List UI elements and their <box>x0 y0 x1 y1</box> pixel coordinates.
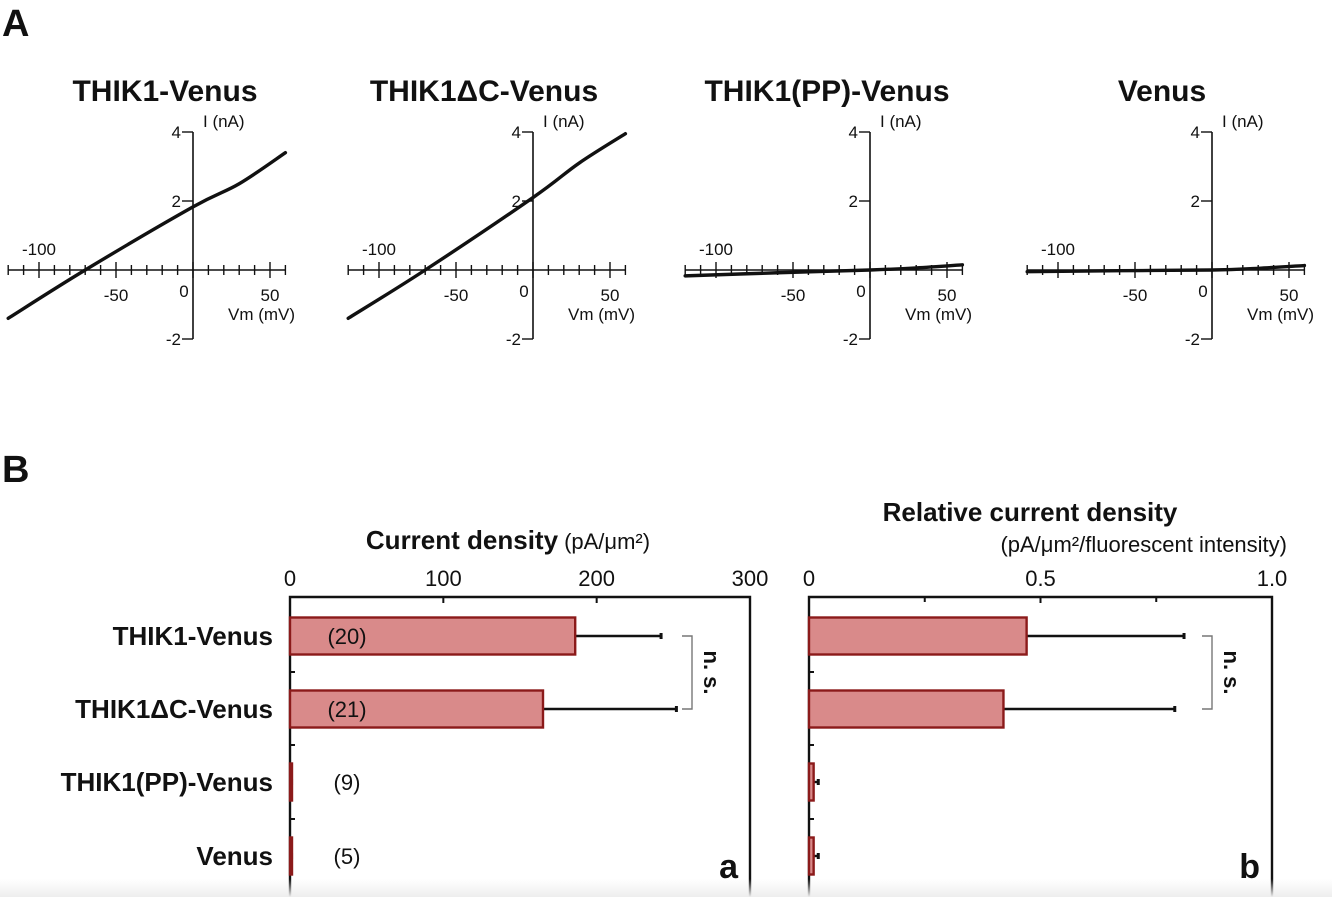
x-tick-label: -50 <box>104 286 129 305</box>
plot-title: THIK1-Venus <box>72 75 257 108</box>
x-tick-label: 0 <box>284 566 296 591</box>
iv-curve <box>1025 263 1307 274</box>
chart-title: Current density (pA/μm²) <box>366 525 650 555</box>
panel-label-b: B <box>2 449 29 491</box>
x-tick-label: 0 <box>803 566 815 591</box>
bar-chart-b: Relative current density (pA/μm²/fluoresc… <box>803 497 1287 897</box>
panel-letter: b <box>1239 848 1260 886</box>
n-label: (21) <box>327 697 366 722</box>
x-tick-label: -50 <box>1123 286 1148 305</box>
x-tick-label: 50 <box>601 286 620 305</box>
y-axis-label: I (nA) <box>880 112 922 131</box>
iv-plot: THIK1(PP)-Venus 4 2 -2 -100 -50 0 50 I (nA) Vm (m… <box>683 75 972 349</box>
n-label: (9) <box>334 770 361 795</box>
y-tick-label: 4 <box>1191 123 1200 142</box>
bar <box>288 689 545 729</box>
x-tick-label: -50 <box>781 286 806 305</box>
bar <box>288 762 294 802</box>
panel-letter: a <box>719 848 739 886</box>
y-tick-label: -2 <box>166 330 181 349</box>
bar-chart-a: Current density (pA/μm²) 0 100 200 300 THIK1-V… <box>61 525 769 897</box>
bar <box>288 836 294 876</box>
y-tick-label: 2 <box>1191 192 1200 211</box>
x-tick-label: 0 <box>1198 282 1207 301</box>
x-tick-label: 200 <box>578 566 615 591</box>
significance-bracket <box>682 635 693 710</box>
iv-plot: THIK1ΔC-Venus 4 2 -2 -100 -50 0 50 I (nA) Vm (mV) <box>346 75 635 349</box>
bottom-fade <box>0 879 1332 897</box>
y-tick-label: 4 <box>172 123 181 142</box>
y-tick-label: -2 <box>506 330 521 349</box>
y-tick-label: 2 <box>512 192 521 211</box>
iv-curve <box>346 132 628 320</box>
category-label: Venus <box>196 841 273 871</box>
chart-title-main: Current density <box>366 525 559 555</box>
significance-label: n. s. <box>699 650 724 694</box>
significance-bracket <box>1202 635 1213 710</box>
x-axis-label: Vm (mV) <box>228 305 295 324</box>
y-tick-label: -2 <box>1185 330 1200 349</box>
x-tick-label: 300 <box>732 566 769 591</box>
iv-plot: Venus 4 2 -2 -100 -50 0 50 I (nA) Vm (mV) <box>1025 75 1314 349</box>
x-tick-label: -100 <box>1041 240 1075 259</box>
x-tick-label: 50 <box>1280 286 1299 305</box>
category-label: THIK1-Venus <box>113 621 273 651</box>
y-tick-label: 2 <box>849 192 858 211</box>
bar <box>807 616 1028 656</box>
n-label: (20) <box>327 624 366 649</box>
x-tick-label: 0 <box>856 282 865 301</box>
chart-title-unit: (pA/μm²) <box>564 529 650 554</box>
x-axis-label: Vm (mV) <box>905 305 972 324</box>
x-tick-label: -100 <box>699 240 733 259</box>
y-tick-label: 4 <box>849 123 858 142</box>
y-axis-label: I (nA) <box>543 112 585 131</box>
y-tick-label: 4 <box>512 123 521 142</box>
x-tick-label: -100 <box>362 240 396 259</box>
x-tick-label: -50 <box>444 286 469 305</box>
y-axis-label: I (nA) <box>203 112 245 131</box>
iv-curve <box>6 151 288 320</box>
category-label: THIK1(PP)-Venus <box>61 767 273 797</box>
category-label: THIK1ΔC-Venus <box>75 694 273 724</box>
x-axis-label: Vm (mV) <box>1247 305 1314 324</box>
x-tick-label: -100 <box>22 240 56 259</box>
iv-curve <box>683 263 965 278</box>
plot-title: THIK1ΔC-Venus <box>370 75 598 108</box>
n-label: (5) <box>334 844 361 869</box>
y-tick-label: 2 <box>172 192 181 211</box>
x-tick-label: 0 <box>179 282 188 301</box>
x-tick-label: 0 <box>519 282 528 301</box>
plot-title: THIK1(PP)-Venus <box>704 75 949 108</box>
bar <box>807 836 815 876</box>
chart-title: Relative current density <box>883 497 1178 527</box>
bar <box>288 616 577 656</box>
y-tick-label: -2 <box>843 330 858 349</box>
x-tick-label: 1.0 <box>1257 566 1288 591</box>
y-axis-label: I (nA) <box>1222 112 1264 131</box>
bar <box>807 762 815 802</box>
plot-title: Venus <box>1118 75 1206 108</box>
plot-frame <box>288 595 752 897</box>
panel-label-a: A <box>2 3 29 45</box>
chart-title-unit: (pA/μm²/fluorescent intensity) <box>1000 532 1287 557</box>
bar <box>807 689 1005 729</box>
iv-plot: THIK1-Venus 4 2 -2 -100 -50 0 50 I (nA) Vm (mV) <box>6 75 295 349</box>
x-axis-label: Vm (mV) <box>568 305 635 324</box>
x-tick-label: 100 <box>425 566 462 591</box>
x-tick-label: 50 <box>938 286 957 305</box>
x-tick-label: 0.5 <box>1025 566 1056 591</box>
significance-label: n. s. <box>1219 650 1244 694</box>
x-tick-label: 50 <box>261 286 280 305</box>
